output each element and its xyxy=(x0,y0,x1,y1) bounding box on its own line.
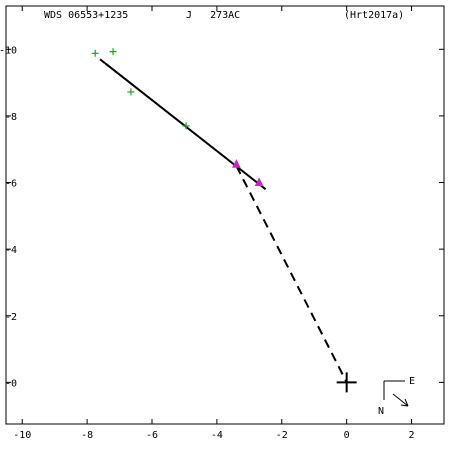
observation-point xyxy=(109,48,117,56)
y-tick-label: -10 xyxy=(0,45,17,56)
compass-rose: E N xyxy=(378,376,415,417)
fit-line xyxy=(99,58,267,190)
observation-point xyxy=(91,49,99,57)
x-tick-label: -8 xyxy=(81,430,93,441)
y-tick-label: -4 xyxy=(5,245,17,256)
star-designation: WDS 06553+1235 xyxy=(44,10,129,21)
y-tick-label: -6 xyxy=(5,179,17,190)
primary-connector-line xyxy=(235,165,348,383)
x-tick-label: -2 xyxy=(276,430,288,441)
primary-star-marker xyxy=(336,372,357,393)
observation-point xyxy=(127,88,135,96)
y-tick-label: -8 xyxy=(5,112,17,123)
plot-frame xyxy=(5,5,445,425)
x-tick-label: -4 xyxy=(211,430,223,441)
x-tick-label: -6 xyxy=(146,430,158,441)
observation-point xyxy=(182,122,190,130)
compass-north-label: N xyxy=(378,406,384,417)
recent-observation-point xyxy=(232,159,241,168)
compass-east-label: E xyxy=(409,376,415,387)
x-tick-label: -10 xyxy=(13,430,31,441)
x-tick-label: 0 xyxy=(344,430,350,441)
compass-arms xyxy=(383,380,405,400)
compass-arrow-icon xyxy=(392,393,409,407)
y-tick-labels: -0 -2 -4 -6 -8 -10 xyxy=(0,45,17,389)
pair-name: J 273AC xyxy=(186,10,241,21)
x-tick-labels: -10 -8 -6 -4 -2 0 2 xyxy=(13,430,414,441)
y-tick-label: -0 xyxy=(5,378,17,389)
y-tick-label: -2 xyxy=(5,312,17,323)
x-tick-label: 2 xyxy=(409,430,415,441)
recent-observation-point xyxy=(254,177,264,187)
data-points xyxy=(91,48,357,393)
fit-lines xyxy=(99,58,348,383)
reference-code: (Hrt2017a) xyxy=(344,10,405,21)
axis-ticks xyxy=(6,6,444,424)
